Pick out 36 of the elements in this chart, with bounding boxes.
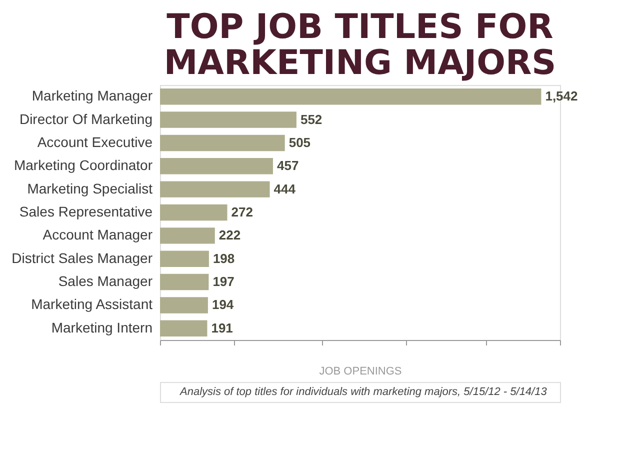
bar [160,204,228,221]
bar [160,228,215,244]
x-axis-title: JOB OPENINGS [319,366,402,378]
y-tick-label: Marketing Assistant [31,296,153,312]
data-label: 198 [212,250,235,266]
y-tick-label: District Sales Manager [12,250,153,266]
bar [160,112,296,128]
bar [160,88,542,105]
y-tick-label: Marketing Manager [32,88,153,104]
data-label: 194 [212,297,234,312]
data-label: 272 [231,204,253,220]
bar [160,181,270,198]
bar [160,297,208,314]
y-tick-label: Director Of Marketing [19,110,152,127]
data-label: 222 [218,228,241,243]
data-label: 457 [276,158,299,174]
data-label: 197 [212,274,234,290]
y-tick-label: Marketing Coordinator [14,157,153,174]
data-label: 1,542 [545,88,578,104]
text: Analysis of top titles for individuals with marketing majors, 5/15/12 - 5/14/13 [179,386,548,398]
y-tick-label: Account Manager [42,226,153,243]
y-tick-label: Marketing Specialist [27,180,153,196]
bar [160,320,208,337]
y-tick-label: Account Executive [37,134,153,150]
y-tick-label: Marketing Intern [51,319,152,336]
y-tick-label: Sales Manager [58,273,153,290]
data-label: 505 [288,134,311,150]
data-label: 444 [274,181,296,196]
text: TOP JOB TITLES FOR [166,7,554,47]
bar [160,134,285,152]
data-label: 552 [300,112,322,127]
data-label: 191 [211,320,233,336]
bar [160,274,209,290]
bar [160,250,209,267]
y-tick-label: Sales Representative [19,204,153,220]
bar [160,158,273,174]
